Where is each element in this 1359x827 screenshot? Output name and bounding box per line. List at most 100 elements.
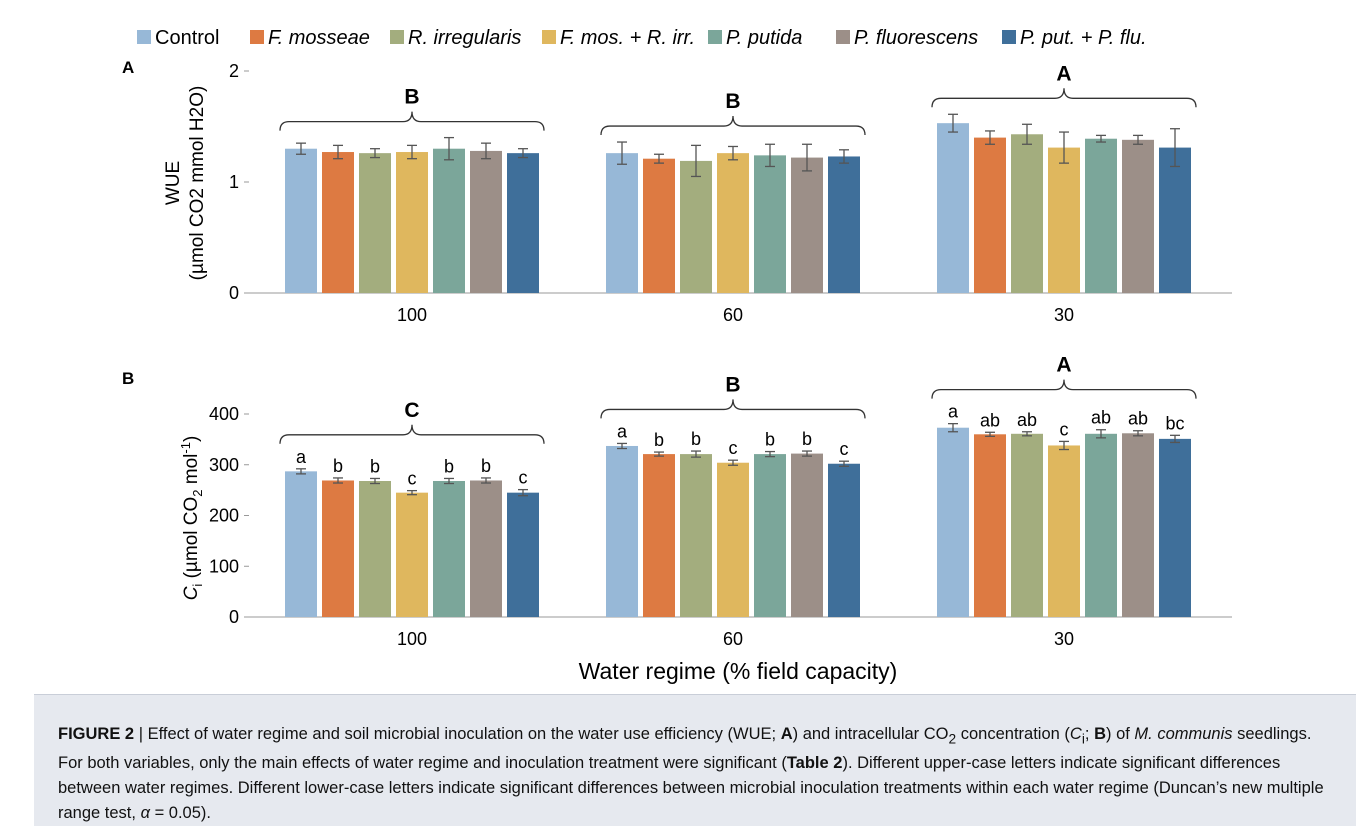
caption-label: FIGURE 2 — [58, 725, 135, 743]
panel-b-bar — [717, 462, 749, 617]
panel-b-bar — [1085, 433, 1117, 617]
panel-a-bar — [974, 137, 1006, 293]
panel-a-ylabel-bottom: (µmol CO2 mmol H2O) — [187, 86, 208, 281]
panel-b-sig-letter: ab — [1128, 409, 1148, 429]
panel-b-sig-letter: bc — [1165, 413, 1184, 433]
panel-a-y-tick-label: 1 — [229, 172, 239, 192]
panel-a-ylabel-top: WUE — [163, 161, 184, 205]
panel-b-y-tick-label: 200 — [209, 506, 239, 526]
panel-a-bar — [470, 150, 502, 293]
panel-b-y-tick-label: 300 — [209, 455, 239, 475]
panel-b-sig-letter: b — [802, 429, 812, 449]
panel-a-bar — [1048, 147, 1080, 293]
legend-swatch-p-putida — [708, 30, 722, 44]
panel-b-label: B — [122, 369, 134, 388]
panel-b-bar — [1011, 433, 1043, 617]
panel-a-bar — [322, 152, 354, 293]
panel-a-bar — [717, 153, 749, 293]
panel-a-bar — [754, 155, 786, 293]
panel-a-bar — [791, 157, 823, 293]
panel-b-sig-letter: c — [729, 438, 738, 458]
panel-b-bar — [322, 480, 354, 617]
panel-a-group-letter: B — [404, 86, 419, 109]
panel-b-sig-letter: ab — [1017, 410, 1037, 430]
panel-a-y-tick-label: 0 — [229, 283, 239, 303]
panel-b-bar — [433, 480, 465, 617]
panel-b-sig-letter: a — [617, 421, 628, 441]
panel-b-sig-letter: c — [408, 469, 417, 489]
panel-b-bar — [507, 492, 539, 617]
figure: Control F. mosseae R. irregularis F. mos. +… — [122, 27, 1232, 684]
panel-a-bar — [1122, 139, 1154, 293]
panel-b-ylabel: Ci (µmol CO2 mol-1) — [178, 436, 205, 601]
panel-b-category-label: 60 — [723, 629, 743, 649]
panel-a-bar — [433, 148, 465, 293]
panel-b-bar — [937, 427, 969, 617]
panel-b-bar — [828, 463, 860, 617]
panel-b-bar — [606, 445, 638, 617]
panel-a-bar — [643, 158, 675, 293]
panel-b-sig-letter: b — [654, 430, 664, 450]
legend-swatch-r-irregularis — [390, 30, 404, 44]
caption-box — [34, 694, 1356, 826]
figure-caption: FIGURE 2 | Effect of water regime and so… — [58, 725, 1324, 823]
panel-b-bar — [359, 480, 391, 617]
panel-b-sig-letter: c — [1060, 419, 1069, 439]
panel-a-category-label: 30 — [1054, 305, 1074, 325]
panel-a-category-label: 60 — [723, 305, 743, 325]
panel-a-bar — [606, 153, 638, 293]
panel-b-sig-letter: b — [333, 456, 343, 476]
panel-a-group-brace — [279, 111, 545, 131]
panel-b-bar — [1159, 438, 1191, 617]
legend-swatch-f-mosseae — [250, 30, 264, 44]
legend-label-f-mos-r-irr: F. mos. + R. irr. — [560, 27, 695, 49]
legend-swatch-f-mos-r-irr — [542, 30, 556, 44]
panel-b-bar — [680, 454, 712, 617]
panel-b-group-letter: C — [404, 399, 419, 422]
panel-a-bar — [285, 148, 317, 293]
panel-b-sig-letter: ab — [1091, 408, 1111, 428]
panel-a-bar — [680, 160, 712, 293]
legend-label-p-fluorescens: P. fluorescens — [854, 27, 978, 49]
panel-b-sig-letter: b — [481, 456, 491, 476]
panel-a-bar — [396, 152, 428, 293]
panel-b-bar — [974, 434, 1006, 617]
panel-a-bar — [937, 123, 969, 293]
panel-b-bar — [285, 471, 317, 617]
panel-a-bar — [1159, 147, 1191, 293]
panel-b-category-label: 30 — [1054, 629, 1074, 649]
legend: Control F. mosseae R. irregularis F. mos. +… — [137, 27, 1147, 49]
panel-b-group-letter: A — [1056, 354, 1071, 377]
panel-b-bar — [643, 454, 675, 617]
panel-b-bar — [754, 454, 786, 617]
panel-b-sig-letter: c — [840, 439, 849, 459]
legend-swatch-control — [137, 30, 151, 44]
panel-b-group-brace — [931, 379, 1197, 399]
panel-b-category-label: 100 — [397, 629, 427, 649]
legend-label-control: Control — [155, 27, 219, 49]
panel-b-group-brace — [279, 424, 545, 444]
panel-b-bar — [470, 480, 502, 617]
panel-b-group-brace — [600, 399, 866, 419]
legend-swatch-p-put-p-flu — [1002, 30, 1016, 44]
panel-b-bar — [396, 492, 428, 617]
legend-label-p-put-p-flu: P. put. + P. flu. — [1020, 27, 1147, 49]
panel-b-sig-letter: a — [296, 447, 307, 467]
panel-b-bar — [791, 453, 823, 617]
panel-b-y-tick-label: 100 — [209, 556, 239, 576]
panel-b-y-tick-label: 0 — [229, 607, 239, 627]
panel-b-bar — [1122, 433, 1154, 617]
panel-b-group-letter: B — [725, 373, 740, 396]
panel-a-bar — [1085, 138, 1117, 293]
panel-a-bar — [507, 153, 539, 293]
panel-b-y-tick-label: 400 — [209, 404, 239, 424]
panel-b-sig-letter: a — [948, 402, 959, 422]
caption-table-link[interactable]: Table 2 — [786, 754, 843, 773]
panel-b-sig-letter: c — [519, 468, 528, 488]
panel-b-sig-letter: ab — [980, 410, 1000, 430]
legend-swatch-p-fluorescens — [836, 30, 850, 44]
panel-b-sig-letter: b — [691, 429, 701, 449]
panel-a: 0 1 2 B 100 B 60 A 30 — [229, 61, 1232, 325]
panel-a-category-label: 100 — [397, 305, 427, 325]
